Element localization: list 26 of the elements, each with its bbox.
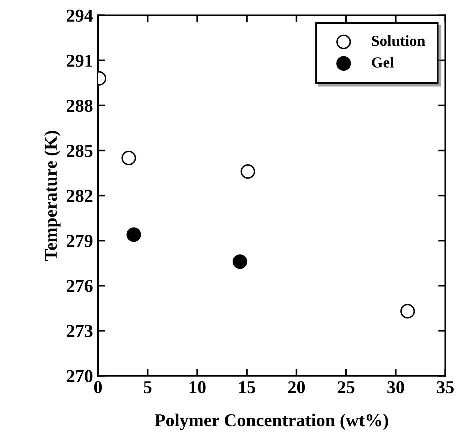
point <box>240 164 256 180</box>
point <box>232 254 248 270</box>
legend-label: Gel <box>372 57 394 68</box>
x-tick-label: 25 <box>338 381 355 394</box>
y-tick-label: 282 <box>67 190 93 202</box>
point <box>400 304 416 319</box>
x-tick-label: 0 <box>94 381 102 394</box>
x-tick-label: 20 <box>288 381 306 394</box>
y-tick-label: 270 <box>67 370 93 382</box>
y-tick-label: 291 <box>67 54 92 68</box>
x-tick-label: 30 <box>388 381 404 394</box>
y-tick-label: 288 <box>67 100 93 112</box>
y-tick-label: 273 <box>67 325 93 338</box>
y-axis-title: Temperature (K) <box>44 131 61 261</box>
y-tick-label: 294 <box>67 10 94 22</box>
x-tick-label: 35 <box>437 381 454 394</box>
x-tick-label: 10 <box>190 381 206 394</box>
x-tick-label: 5 <box>144 382 152 394</box>
point <box>122 150 136 166</box>
legend-label: Solution <box>372 36 426 46</box>
x-axis-title: Polymer Concentration (wt%) <box>155 414 388 430</box>
point <box>126 228 142 242</box>
y-tick-label: 285 <box>67 145 93 158</box>
x-tick-label: 15 <box>240 381 256 394</box>
y-tick-label: 279 <box>67 235 93 248</box>
y-tick-label: 276 <box>67 280 93 292</box>
